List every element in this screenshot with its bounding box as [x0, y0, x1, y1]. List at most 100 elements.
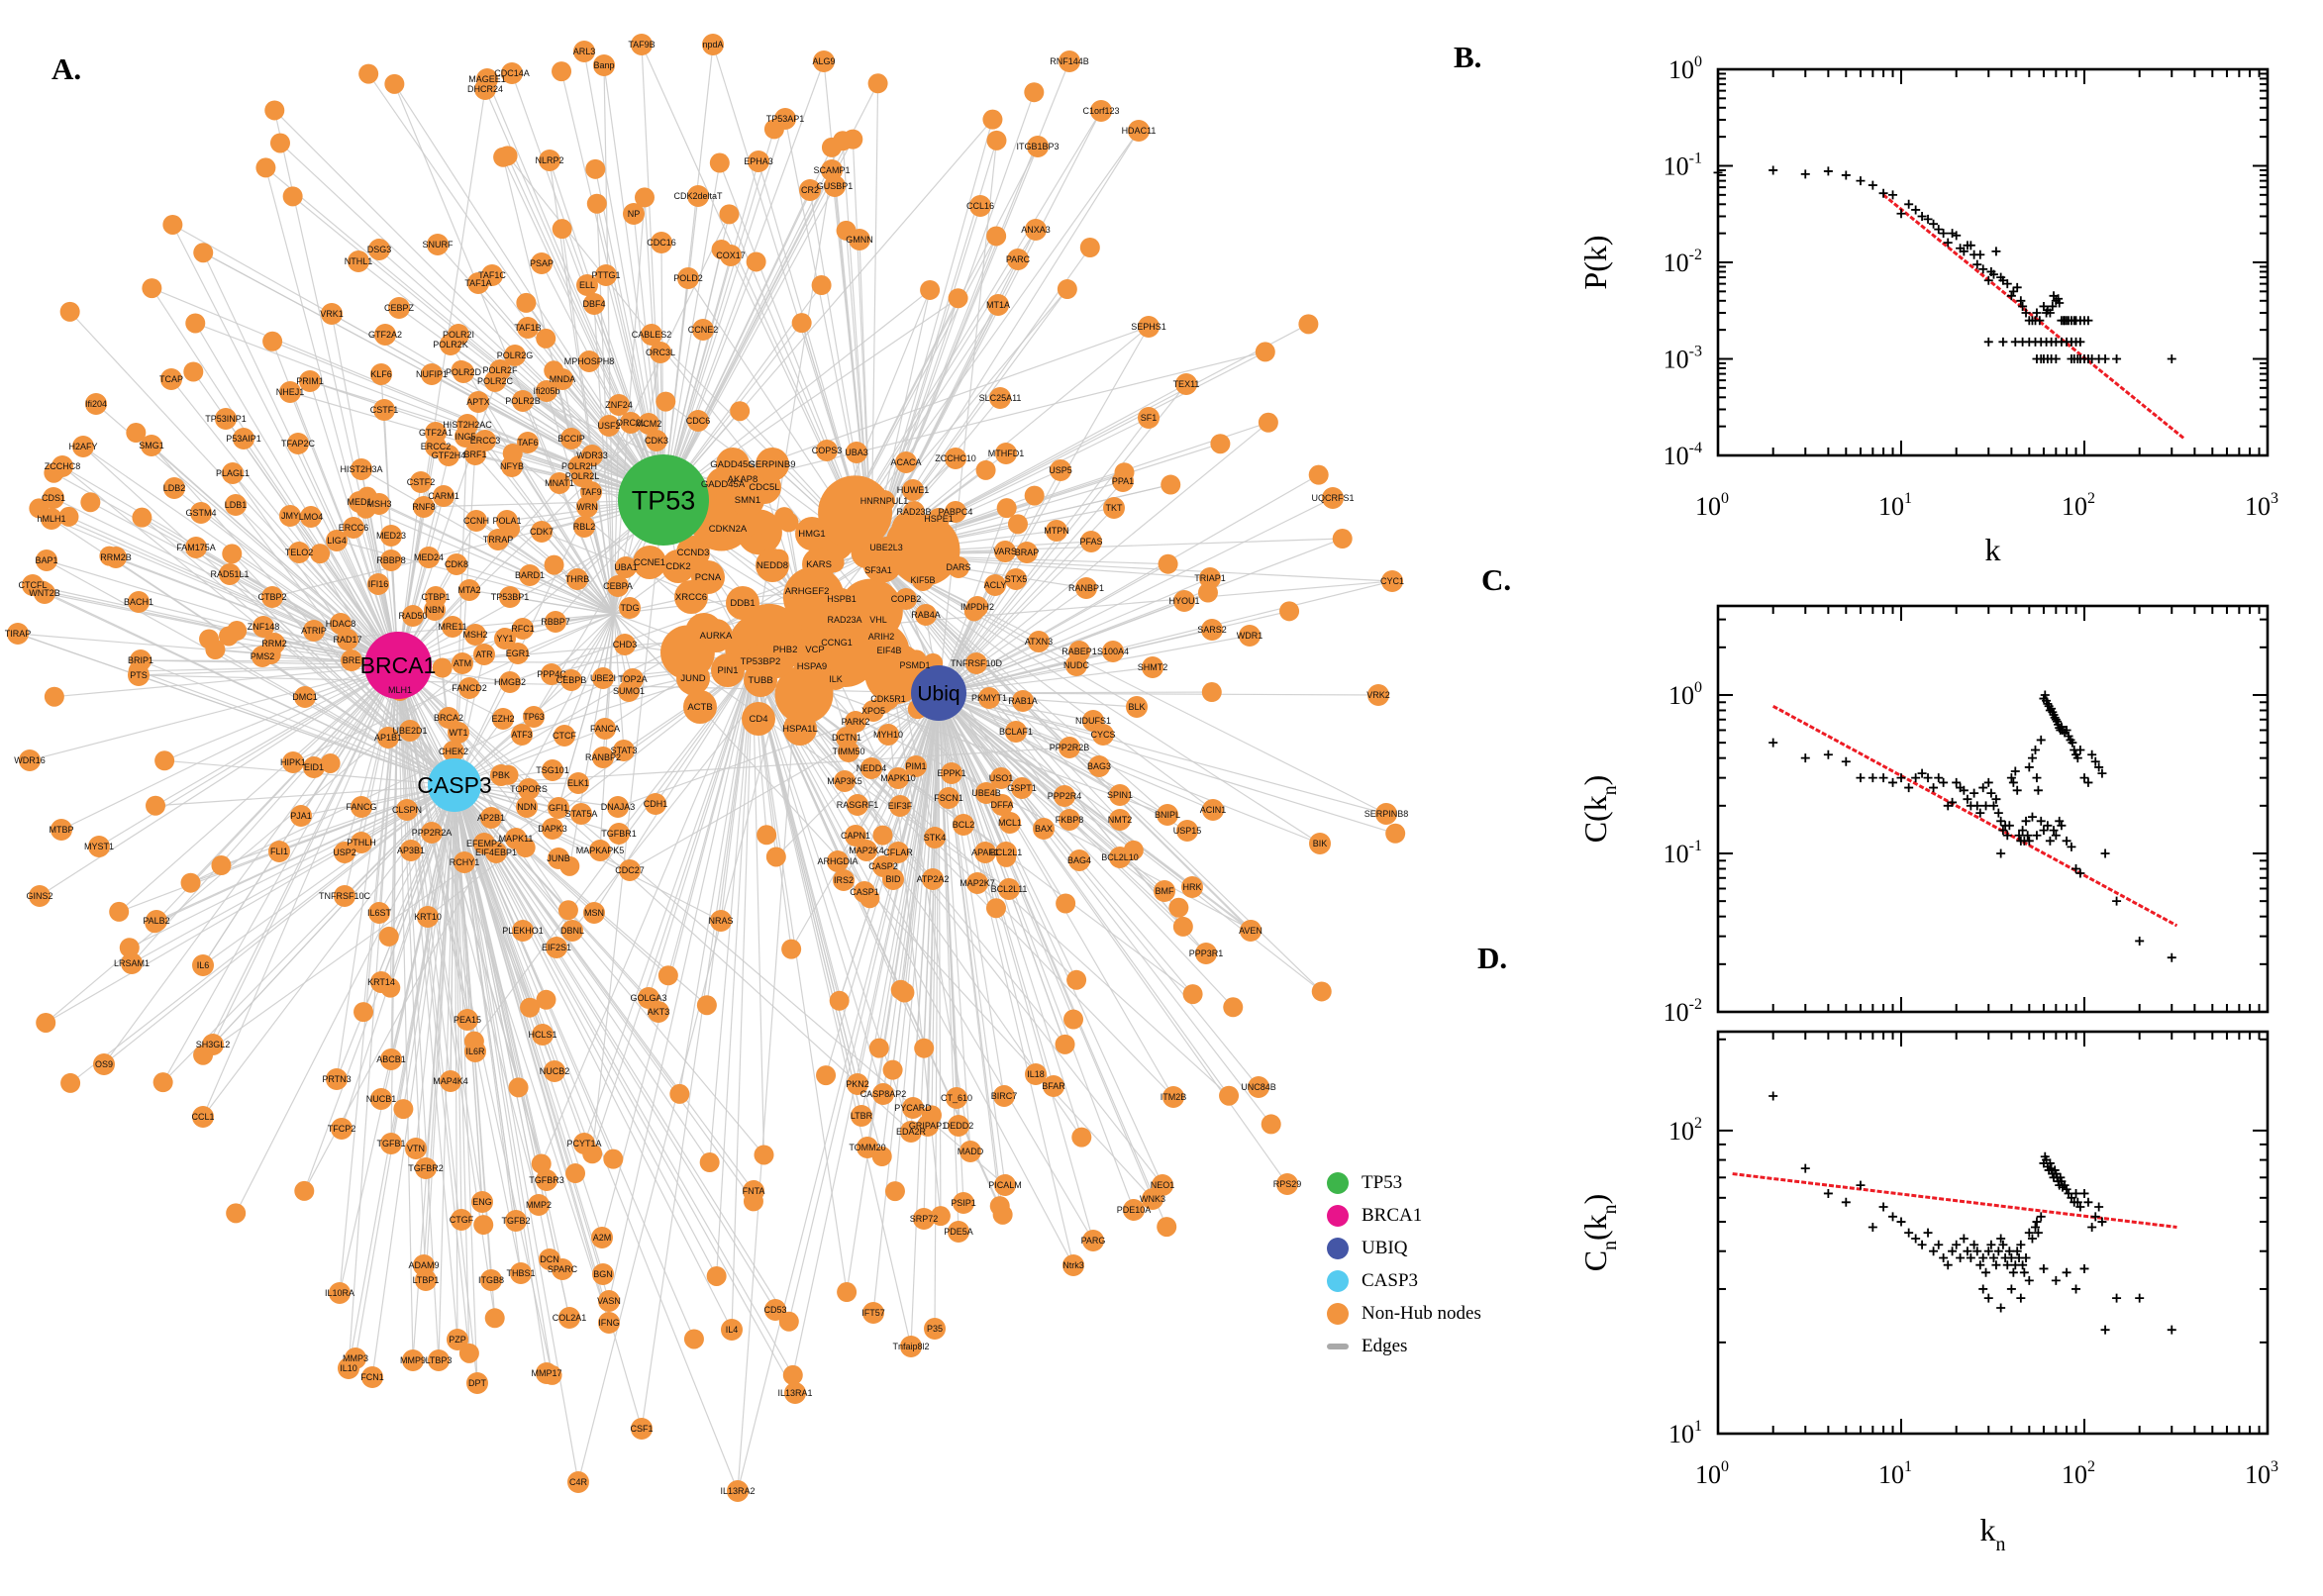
- network-node-label: MADD: [958, 1147, 984, 1156]
- network-node: [781, 939, 802, 959]
- network-node: [505, 828, 527, 849]
- data-point: [1917, 1240, 1927, 1249]
- network-node: [774, 108, 796, 130]
- network-node: [1056, 893, 1076, 914]
- network-node-label: SLC25A11: [979, 393, 1022, 403]
- network-node: [608, 823, 630, 845]
- network-edge: [348, 664, 399, 1369]
- network-node: [727, 1480, 749, 1502]
- network-edge: [202, 251, 399, 666]
- data-point: [2010, 766, 2020, 776]
- network-edge: [591, 662, 754, 1154]
- network-node: [1027, 136, 1049, 157]
- network-node-label: PARG: [1081, 1236, 1106, 1246]
- network-node: [552, 219, 572, 240]
- network-node-label: ARL3: [573, 47, 596, 56]
- network-node: [570, 803, 592, 825]
- network-node-label: DDB1: [730, 598, 755, 609]
- data-point: [1983, 1247, 1993, 1256]
- network-node: [633, 546, 666, 579]
- network-node-label: PFAS: [1079, 537, 1102, 547]
- network-node-label: HSPE1: [924, 514, 954, 524]
- network-node-label: POLA1: [492, 516, 521, 526]
- network-edge: [339, 784, 455, 1294]
- network-node-label: MTA2: [457, 585, 480, 595]
- network-node: [1161, 474, 1181, 495]
- network-edge: [171, 224, 399, 666]
- network-node: [764, 1299, 786, 1321]
- network-node: [377, 727, 399, 748]
- network-node-label: ACTB: [687, 702, 712, 713]
- network-node-label: TAF1B: [514, 323, 541, 333]
- network-node-label: RAD51L1: [210, 569, 249, 579]
- network-edge: [613, 590, 808, 615]
- network-edge: [603, 64, 615, 615]
- legend-label: UBIQ: [1362, 1237, 1408, 1258]
- data-point: [2055, 298, 2065, 308]
- network-node: [536, 1362, 557, 1384]
- network-node-label: DAPK3: [538, 824, 567, 834]
- data-point: [1896, 1217, 1906, 1227]
- network-edge: [938, 692, 1077, 981]
- data-point: [2079, 1188, 2089, 1198]
- network-node: [1057, 279, 1077, 300]
- network-node-label: TKT: [1106, 503, 1124, 513]
- network-node-label: HDAC11: [1122, 126, 1157, 136]
- network-edge: [938, 692, 1174, 1098]
- network-node-label: MAPK10: [880, 773, 916, 783]
- network-node: [953, 814, 974, 836]
- network-node-label: KRT14: [367, 977, 395, 987]
- network-node: [882, 868, 904, 890]
- network-node-label: VARS: [993, 547, 1017, 556]
- network-edge: [397, 664, 912, 1133]
- data-point: [2021, 1253, 2031, 1263]
- network-node: [845, 711, 866, 733]
- network-node: [1261, 1114, 1281, 1135]
- network-node: [811, 275, 832, 296]
- network-node: [895, 451, 917, 473]
- network-node: [388, 297, 410, 319]
- network-edge: [662, 162, 721, 501]
- network-edge: [938, 635, 1251, 694]
- data-point: [1983, 777, 1993, 787]
- network-node-label: IFT57: [861, 1308, 885, 1318]
- axis-title: Cn​(kn​): [1577, 1194, 1621, 1272]
- network-node: [41, 508, 62, 530]
- network-edge: [371, 784, 455, 1378]
- network-edge: [618, 662, 754, 835]
- network-node: [560, 428, 582, 449]
- network-node: [128, 664, 150, 686]
- network-node-label: MSN: [584, 908, 604, 918]
- panel-label-c: C.: [1481, 562, 1512, 597]
- network-node: [608, 394, 630, 416]
- network-edge: [870, 553, 1168, 816]
- network-node-label: CTBP2: [257, 592, 286, 602]
- scatter-points: [1768, 690, 2176, 962]
- network-node: [1158, 553, 1178, 574]
- network-node: [867, 609, 889, 631]
- network-node-label: RBBP7: [541, 617, 570, 627]
- network-node-label: CASP1: [850, 887, 879, 897]
- network-node-label: CASP8AP2: [860, 1089, 907, 1099]
- network-edge: [473, 662, 754, 1043]
- network-node: [802, 548, 836, 581]
- network-node: [261, 586, 283, 608]
- network-node: [1157, 1217, 1177, 1238]
- network-node: [742, 702, 775, 736]
- network-node: [795, 517, 829, 550]
- data-point: [2027, 1234, 2037, 1244]
- network-node-label: Ifi204: [85, 399, 107, 409]
- network-node: [683, 1329, 704, 1349]
- network-node: [343, 517, 364, 539]
- network-node-label: MAP4K4: [433, 1076, 468, 1086]
- network-node-label: npdA: [702, 40, 723, 50]
- network-edge: [454, 784, 718, 1277]
- network-node: [1332, 529, 1353, 549]
- data-point: [1768, 738, 1778, 748]
- network-node-label: CYC1: [1380, 576, 1404, 586]
- network-node: [109, 901, 130, 922]
- network-node-label: CDK8: [445, 559, 468, 569]
- network-node-label: HMG1: [798, 529, 825, 540]
- network-node: [453, 361, 474, 383]
- network-node: [975, 459, 996, 480]
